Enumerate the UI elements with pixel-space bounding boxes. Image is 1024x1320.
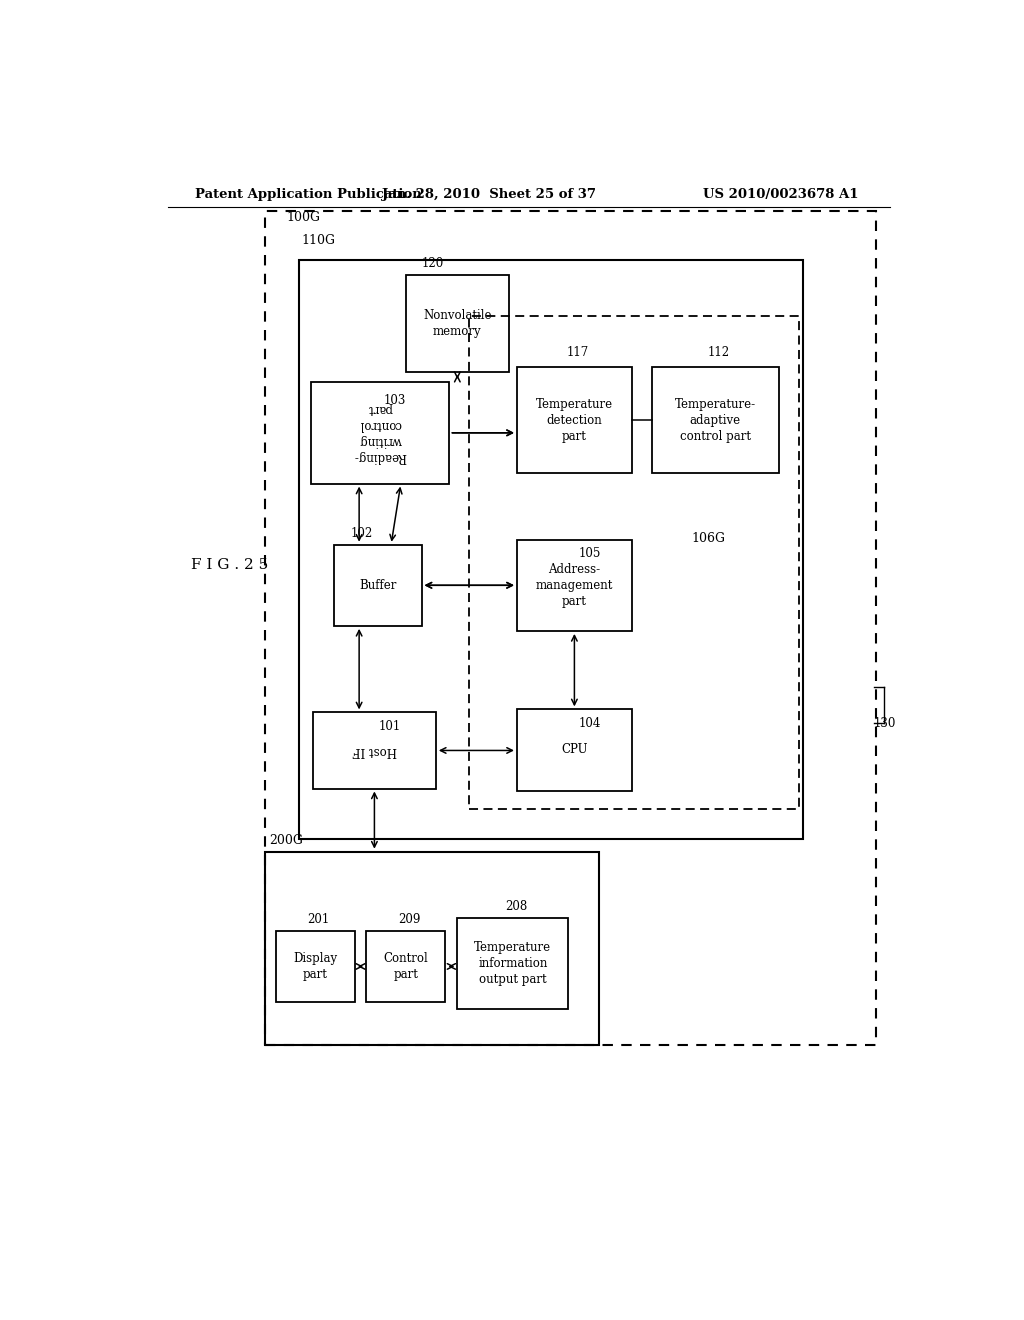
Text: Reading-
writing
control
part: Reading- writing control part bbox=[353, 403, 407, 463]
Bar bbox=[406, 276, 509, 372]
Text: Address-
management
part: Address- management part bbox=[536, 562, 613, 607]
Text: 208: 208 bbox=[505, 899, 527, 912]
Text: 103: 103 bbox=[384, 395, 407, 408]
Text: F I G . 2 5: F I G . 2 5 bbox=[191, 558, 268, 572]
Text: 117: 117 bbox=[566, 346, 589, 359]
Bar bbox=[517, 709, 632, 791]
Text: 100G: 100G bbox=[287, 211, 321, 224]
Text: Jan. 28, 2010  Sheet 25 of 37: Jan. 28, 2010 Sheet 25 of 37 bbox=[382, 189, 596, 202]
Bar bbox=[458, 917, 568, 1008]
Text: Temperature-
adaptive
control part: Temperature- adaptive control part bbox=[675, 397, 756, 442]
Text: Patent Application Publication: Patent Application Publication bbox=[196, 189, 422, 202]
Bar bbox=[469, 315, 799, 809]
Text: Display
part: Display part bbox=[293, 952, 337, 981]
Bar bbox=[517, 540, 632, 631]
Text: Nonvolatile
memory: Nonvolatile memory bbox=[423, 309, 492, 338]
Text: US 2010/0023678 A1: US 2010/0023678 A1 bbox=[702, 189, 858, 202]
Bar bbox=[334, 545, 422, 626]
Text: 104: 104 bbox=[579, 717, 601, 730]
Text: Temperature
detection
part: Temperature detection part bbox=[536, 397, 613, 442]
Text: CPU: CPU bbox=[561, 743, 588, 756]
Text: Host IF: Host IF bbox=[352, 744, 396, 756]
Text: 105: 105 bbox=[579, 546, 601, 560]
Text: 110G: 110G bbox=[301, 234, 335, 247]
Bar bbox=[652, 367, 779, 474]
Text: 106G: 106G bbox=[691, 532, 725, 545]
Bar bbox=[313, 713, 436, 788]
Text: Buffer: Buffer bbox=[359, 578, 396, 591]
Text: 201: 201 bbox=[307, 913, 330, 925]
Bar bbox=[275, 931, 355, 1002]
Bar bbox=[310, 381, 450, 483]
Text: 112: 112 bbox=[708, 346, 729, 359]
Bar bbox=[265, 211, 877, 1044]
Bar bbox=[299, 260, 803, 840]
Text: 101: 101 bbox=[379, 719, 400, 733]
Text: 102: 102 bbox=[350, 527, 373, 540]
Text: 200G: 200G bbox=[269, 833, 303, 846]
Bar bbox=[517, 367, 632, 474]
Bar bbox=[265, 851, 599, 1044]
Text: Control
part: Control part bbox=[383, 952, 428, 981]
Text: Temperature
information
output part: Temperature information output part bbox=[474, 941, 552, 986]
Text: 120: 120 bbox=[422, 257, 443, 271]
Bar bbox=[367, 931, 445, 1002]
Text: 130: 130 bbox=[873, 717, 896, 730]
Text: 209: 209 bbox=[397, 913, 420, 925]
